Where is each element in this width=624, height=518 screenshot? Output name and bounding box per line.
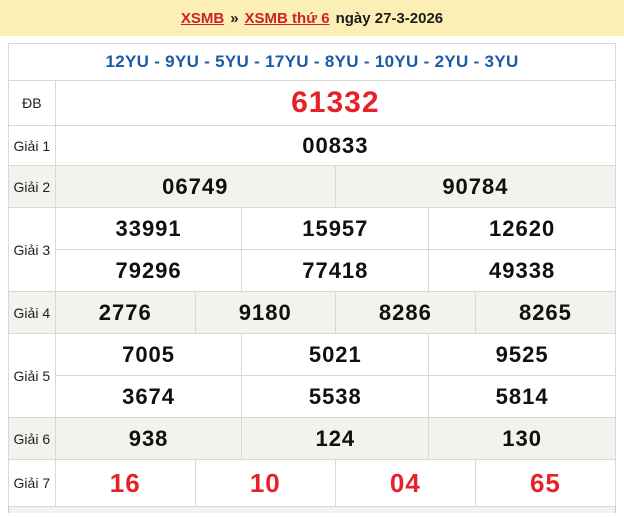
prize6-value: 124 [241, 417, 430, 460]
prize6-row: Giải 6 938 124 130 [8, 417, 616, 460]
breadcrumb: XSMB » XSMB thứ 6 ngày 27-3-2026 [0, 0, 624, 36]
prize7-value: 65 [474, 459, 617, 507]
summary-row: 12YU - 9YU - 5YU - 17YU - 8YU - 10YU - 2… [8, 43, 616, 81]
prize2-row: Giải 2 06749 90784 [8, 165, 617, 208]
prize1-value: 00833 [54, 125, 617, 166]
prize3-value: 49338 [428, 249, 616, 292]
prize3-value: 15957 [241, 207, 430, 250]
prize2-value: 06749 [54, 165, 336, 208]
prize3-row: Giải 3 33991 15957 12620 [8, 207, 616, 292]
prize5-value: 5538 [241, 375, 430, 418]
prize4-label: Giải 4 [8, 291, 56, 334]
prize4-value: 2776 [54, 291, 196, 334]
special-prize-value: 61332 [54, 80, 617, 126]
special-prize-row: ĐB 61332 [8, 80, 617, 126]
prize6-label: Giải 6 [8, 417, 56, 460]
prize7-value: 10 [194, 459, 336, 507]
prize6-value: 938 [54, 417, 243, 460]
prize5-value: 9525 [428, 333, 616, 376]
prize4-row: Giải 4 2776 9180 8286 8265 [8, 291, 617, 334]
prize1-row: Giải 1 00833 [8, 125, 617, 166]
prize7-value: 04 [334, 459, 476, 507]
prize3-value: 77418 [241, 249, 430, 292]
special-prize-label: ĐB [8, 80, 56, 126]
results-table-wrap: 12YU - 9YU - 5YU - 17YU - 8YU - 10YU - 2… [0, 36, 624, 507]
results-table: 12YU - 9YU - 5YU - 17YU - 8YU - 10YU - 2… [8, 43, 617, 507]
prize5-row: Giải 5 7005 5021 9525 [8, 333, 616, 418]
prize7-row: Giải 7 16 10 04 65 [8, 459, 617, 507]
prize5-value: 5021 [241, 333, 430, 376]
prize3-value: 33991 [54, 207, 243, 250]
prize3-row-2: 79296 77418 49338 [9, 249, 616, 292]
prize1-label: Giải 1 [8, 125, 56, 166]
prize5-value: 7005 [54, 333, 243, 376]
summary-line: 12YU - 9YU - 5YU - 17YU - 8YU - 10YU - 2… [8, 43, 616, 81]
next-row-strip [8, 507, 616, 513]
prize5-value: 5814 [428, 375, 616, 418]
breadcrumb-link-day[interactable]: XSMB thứ 6 [244, 9, 330, 27]
prize7-label: Giải 7 [8, 459, 56, 507]
prize3-label: Giải 3 [8, 207, 56, 292]
prize3-value: 12620 [428, 207, 616, 250]
prize3-value: 79296 [54, 249, 243, 292]
prize5-value: 3674 [54, 375, 243, 418]
prize7-value: 16 [54, 459, 196, 507]
breadcrumb-separator: » [230, 9, 239, 27]
prize5-row-2: 3674 5538 5814 [9, 375, 616, 418]
breadcrumb-link-xsmb[interactable]: XSMB [180, 9, 225, 27]
prize2-value: 90784 [334, 165, 617, 208]
prize6-value: 130 [428, 417, 616, 460]
prize4-value: 8286 [334, 291, 476, 334]
breadcrumb-date: ngày 27-3-2026 [335, 9, 444, 27]
prize4-value: 9180 [194, 291, 336, 334]
prize5-label: Giải 5 [8, 333, 56, 418]
prize2-label: Giải 2 [8, 165, 56, 208]
prize4-value: 8265 [474, 291, 617, 334]
